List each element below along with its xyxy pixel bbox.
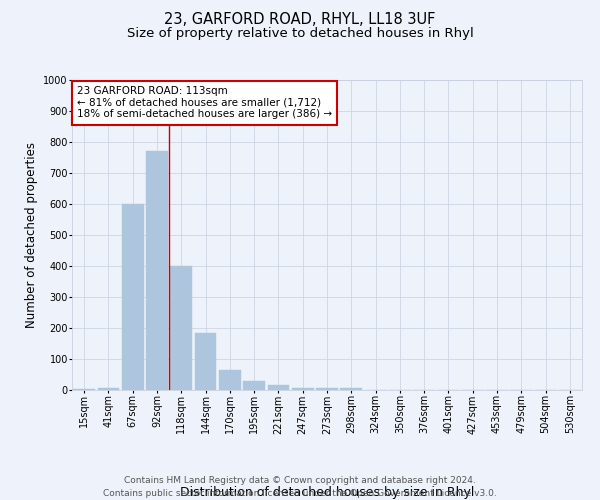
Bar	[73, 389, 95, 390]
Text: 23, GARFORD ROAD, RHYL, LL18 3UF: 23, GARFORD ROAD, RHYL, LL18 3UF	[164, 12, 436, 28]
Text: Contains HM Land Registry data © Crown copyright and database right 2024.
Contai: Contains HM Land Registry data © Crown c…	[103, 476, 497, 498]
Bar	[268, 386, 289, 390]
Y-axis label: Number of detached properties: Number of detached properties	[25, 142, 38, 328]
Bar	[97, 388, 119, 390]
Text: Size of property relative to detached houses in Rhyl: Size of property relative to detached ho…	[127, 28, 473, 40]
Bar	[146, 152, 168, 390]
Text: 23 GARFORD ROAD: 113sqm
← 81% of detached houses are smaller (1,712)
18% of semi: 23 GARFORD ROAD: 113sqm ← 81% of detache…	[77, 86, 332, 120]
Bar	[340, 388, 362, 390]
Bar	[292, 388, 314, 390]
Bar	[194, 332, 217, 390]
Bar	[316, 388, 338, 390]
Bar	[122, 204, 143, 390]
Bar	[219, 370, 241, 390]
Bar	[170, 266, 192, 390]
X-axis label: Distribution of detached houses by size in Rhyl: Distribution of detached houses by size …	[180, 486, 474, 500]
Bar	[243, 380, 265, 390]
